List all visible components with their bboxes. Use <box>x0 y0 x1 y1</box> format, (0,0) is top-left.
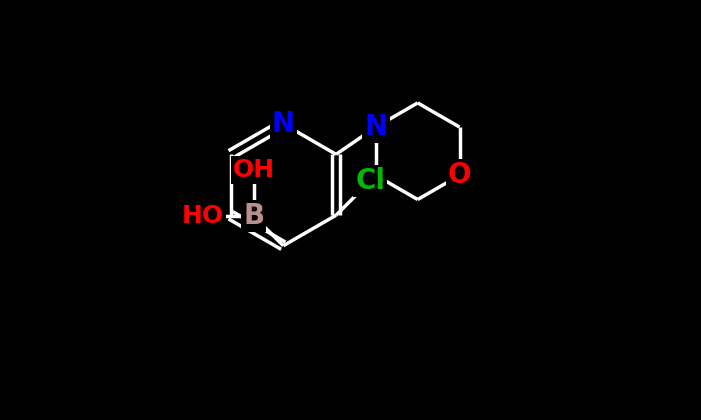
Text: N: N <box>365 113 388 141</box>
Text: OH: OH <box>233 158 275 182</box>
Text: B: B <box>243 202 264 230</box>
Text: O: O <box>448 161 471 189</box>
Text: Cl: Cl <box>355 167 385 195</box>
Text: HO: HO <box>182 204 224 228</box>
Text: N: N <box>272 110 295 138</box>
